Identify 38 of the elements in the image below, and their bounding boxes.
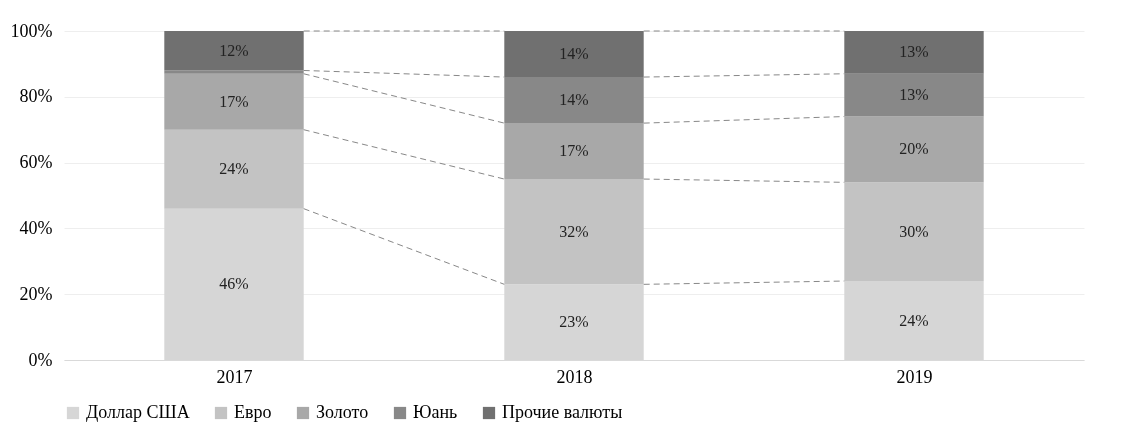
data-label: 20% [899, 140, 929, 158]
y-tick-label: 20% [19, 283, 53, 304]
bar [504, 123, 644, 180]
bar [844, 73, 984, 117]
y-tick-label: 100% [10, 20, 53, 41]
data-label: 46% [219, 275, 249, 293]
bar [504, 179, 644, 285]
data-label: 13% [899, 86, 929, 104]
y-tick-label: 0% [28, 349, 53, 370]
y-tick-label: 40% [19, 217, 53, 238]
legend-label: Прочие валюты [502, 402, 623, 422]
data-label: 23% [559, 313, 589, 331]
legend-label: Золото [316, 402, 369, 422]
x-tick-label: 2019 [896, 366, 933, 387]
bar [164, 129, 304, 209]
data-label: 14% [559, 91, 589, 109]
y-tick-label: 60% [19, 152, 53, 173]
data-label: 30% [899, 222, 929, 240]
bar [504, 31, 644, 78]
bar [164, 31, 304, 71]
bar [844, 116, 984, 183]
legend-label: Юань [413, 402, 458, 422]
data-label: 17% [559, 142, 589, 160]
data-label: 14% [559, 45, 589, 63]
data-label: 32% [559, 222, 589, 240]
x-tick-label: 2018 [556, 366, 593, 387]
bar [164, 73, 304, 130]
data-label: 12% [219, 41, 249, 59]
bar [844, 31, 984, 74]
data-label: 13% [899, 43, 929, 61]
x-tick-label: 2017 [216, 366, 253, 387]
legend-label: Доллар США [86, 402, 190, 422]
y-tick-label: 80% [19, 86, 53, 107]
bar [844, 182, 984, 282]
data-label: 17% [219, 92, 249, 110]
legend-label: Евро [234, 402, 272, 422]
data-label: 24% [219, 160, 249, 178]
data-label: 24% [899, 311, 929, 329]
